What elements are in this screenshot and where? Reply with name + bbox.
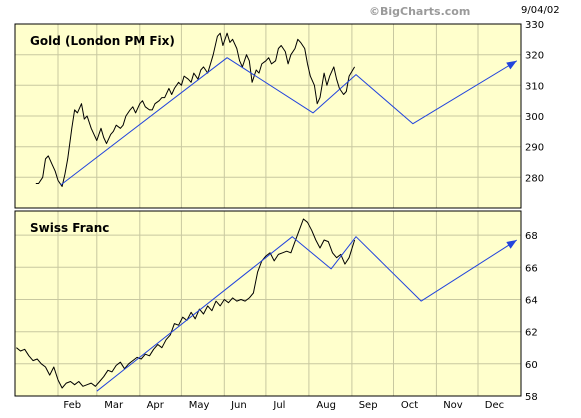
panel-1: 280 290 300 310 320 330 Gold (London PM Fix) bbox=[14, 20, 544, 209]
y-tick-label: 68 bbox=[525, 231, 538, 242]
x-tick-label: May bbox=[189, 400, 210, 411]
y-tick-label: 64 bbox=[525, 296, 538, 307]
plot-area bbox=[15, 211, 521, 396]
watermark: ©BigCharts.com bbox=[369, 5, 470, 18]
panel-2: 58 60 62 64 66 68 Swiss Franc bbox=[14, 210, 538, 403]
x-tick-label: Feb bbox=[63, 400, 81, 411]
y-tick-label: 300 bbox=[525, 112, 544, 123]
y-tick-label: 330 bbox=[525, 20, 544, 31]
date-label: 9/04/02 bbox=[521, 5, 560, 16]
x-tick-label: Dec bbox=[485, 400, 504, 411]
x-tick-label: Jul bbox=[272, 400, 285, 411]
y-tick-label: 320 bbox=[525, 51, 544, 62]
price-line bbox=[16, 218, 356, 389]
x-tick-label: Nov bbox=[443, 400, 463, 411]
x-tick-label: Oct bbox=[401, 400, 418, 411]
panel-title: Swiss Franc bbox=[30, 221, 109, 235]
y-tick-label: 310 bbox=[525, 81, 544, 92]
y-tick-label: 58 bbox=[525, 392, 538, 403]
x-tick-label: Jun bbox=[230, 400, 247, 411]
y-tick-label: 290 bbox=[525, 143, 544, 154]
forecast-line bbox=[60, 57, 518, 186]
price-line bbox=[35, 32, 356, 187]
forecast-line bbox=[96, 236, 518, 392]
y-tick-label: 280 bbox=[525, 173, 544, 184]
plot-border bbox=[14, 23, 522, 209]
chart-panels: 280 290 300 310 320 330 Gold (London PM Fix) 58… bbox=[14, 20, 544, 411]
x-tick-label: Apr bbox=[147, 400, 165, 411]
plot-border bbox=[14, 210, 522, 397]
y-tick-label: 66 bbox=[525, 263, 538, 274]
x-tick-label: Sep bbox=[359, 400, 378, 411]
panel-title: Gold (London PM Fix) bbox=[30, 34, 175, 48]
x-tick-label: Aug bbox=[316, 400, 336, 411]
x-tick-label: Mar bbox=[104, 400, 124, 411]
y-tick-label: 62 bbox=[525, 328, 538, 339]
forecast-arrowhead bbox=[506, 60, 517, 70]
forecast-arrowhead bbox=[506, 240, 517, 249]
y-tick-label: 60 bbox=[525, 360, 538, 371]
